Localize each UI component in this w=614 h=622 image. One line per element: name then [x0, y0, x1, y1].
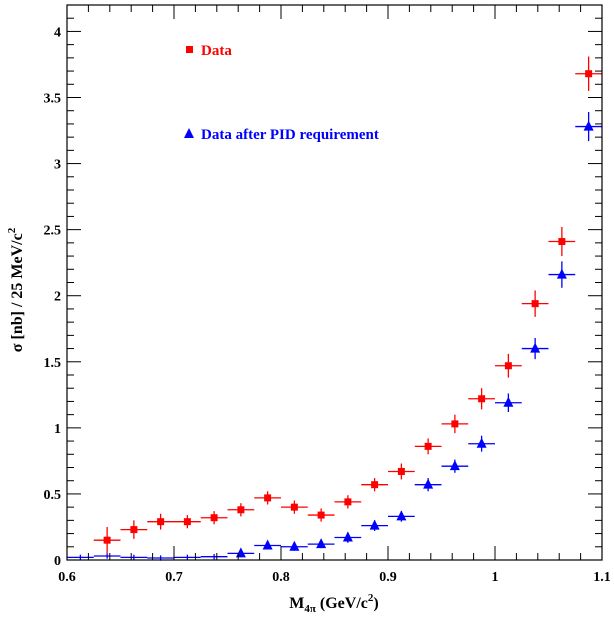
data-point	[237, 506, 245, 514]
data-point	[342, 531, 353, 542]
series-data	[93, 56, 602, 554]
legend-label-data: Data	[201, 43, 232, 59]
data-point	[423, 478, 434, 489]
data-point	[530, 342, 541, 353]
data-point	[210, 514, 218, 522]
data-point	[264, 494, 272, 502]
data-point	[396, 510, 407, 521]
data-point	[235, 547, 246, 558]
data-point	[183, 518, 191, 526]
data-point	[451, 420, 459, 428]
y-tick-label: 2.5	[44, 224, 62, 239]
data-point	[317, 511, 325, 519]
y-tick-label: 3.5	[44, 92, 62, 107]
y-tick-label: 3	[54, 158, 61, 173]
y-tick-label: 0.5	[44, 488, 62, 503]
x-tick-label: 0.9	[379, 570, 397, 585]
y-tick-label: 2	[54, 290, 61, 305]
x-tick-label: 1.1	[593, 570, 611, 585]
data-point	[478, 395, 486, 403]
plot-area	[67, 56, 602, 561]
data-point	[344, 498, 352, 506]
data-point	[371, 481, 379, 489]
data-point	[476, 437, 487, 448]
x-axis-title: M4π (GeV/c2)	[289, 592, 378, 615]
data-point	[583, 120, 594, 131]
y-tick-label: 1.5	[44, 356, 62, 371]
data-point	[558, 238, 566, 246]
data-point	[262, 539, 273, 550]
data-point	[531, 300, 539, 308]
legend-marker-data	[186, 46, 193, 53]
y-tick-label: 0	[54, 554, 61, 569]
legend-marker-pid	[184, 128, 194, 138]
data-point	[369, 519, 380, 530]
data-point	[556, 268, 567, 279]
data-point	[316, 538, 327, 549]
axes: 0.6 0.7 0.8 0.9 1 1.1 0 0.5 1 1.5 2 2.5 3 3.5 4	[44, 4, 611, 585]
x-tick-label: 0.8	[272, 570, 290, 585]
y-axis-title: σ [nb] / 25 MeV/c2	[6, 227, 26, 352]
data-point	[289, 540, 300, 551]
data-point	[449, 460, 460, 471]
data-point	[504, 362, 512, 370]
data-point	[130, 526, 138, 534]
data-point	[397, 467, 405, 475]
data-point	[424, 442, 432, 450]
data-point	[503, 396, 514, 407]
legend: Data Data after PID requirement	[184, 43, 379, 143]
plot-frame	[66, 4, 603, 561]
x-tick-label: 1	[492, 570, 499, 585]
y-tick-label: 1	[54, 422, 61, 437]
data-point	[290, 503, 298, 511]
y-tick-label: 4	[54, 25, 61, 40]
legend-label-pid: Data after PID requirement	[201, 127, 379, 143]
x-tick-label: 0.6	[58, 570, 76, 585]
series-data-after-pid	[67, 112, 602, 561]
x-tick-label: 0.7	[165, 570, 183, 585]
data-point	[103, 536, 111, 544]
data-point	[157, 518, 165, 526]
data-point	[585, 70, 593, 78]
